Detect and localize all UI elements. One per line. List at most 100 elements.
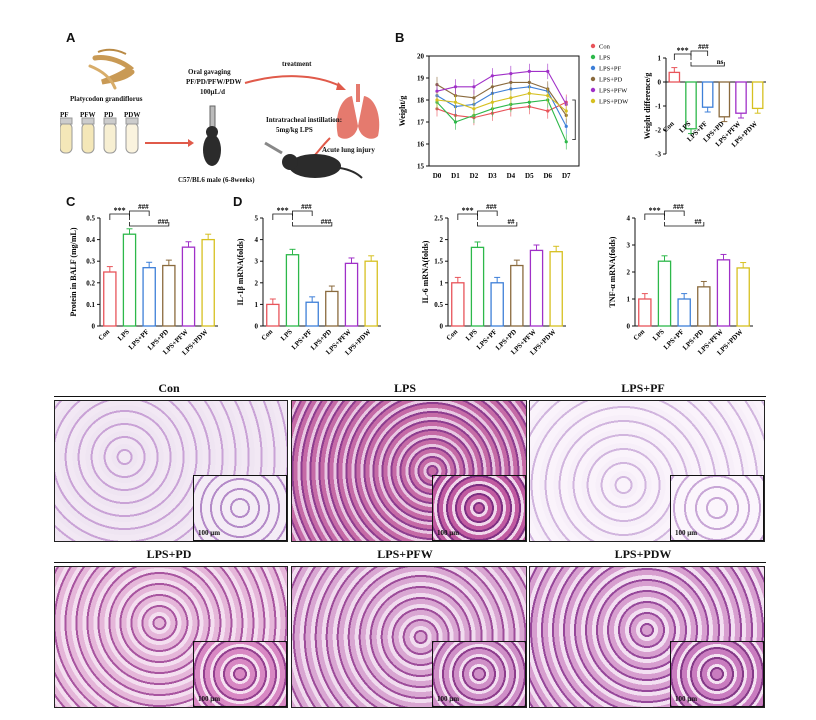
y-tick-label: -1 [655,103,661,111]
bar [266,303,280,327]
series-line [436,70,567,105]
histology-title-lps-pf: LPS+PF [621,381,665,395]
x-tick-label: Con [260,328,275,343]
x-tick-label: D1 [451,172,460,180]
significance-label: *** [462,206,474,215]
significance-label: ## [695,218,703,226]
instillation-title: Intratracheal instillation: [266,116,343,124]
data-point [453,120,458,124]
x-tick-label: LPS [116,328,131,343]
significance-label: ### [673,203,684,211]
gavage-title: Oral gavaging [188,68,231,76]
y-tick-label: 0 [92,323,96,331]
tube-label-pd: PD [104,111,114,119]
data-point [527,91,531,95]
chart-weight: 15 16 17 18 19 20 Weight/g D0 D1 D2 D3 D4 D5 D6 D7 Con L… [398,44,629,181]
significance-bracket [477,222,518,227]
bar [470,246,485,327]
tube-icons [59,117,139,154]
legend-label: LPS+PDW [599,99,629,106]
panel-label-c: C [66,194,76,209]
histology-inset-lps: 100 μm [432,475,526,541]
y-axis-label: Weight difference/g [643,73,652,140]
bar [510,264,524,327]
gavage-dose: 100μL/d [200,88,225,96]
y-tick-label: 18 [417,97,425,105]
bar [549,251,563,327]
data-point [509,72,513,76]
histology-title-lps-pdw: LPS+PDW [614,547,672,561]
significance-label: ### [301,203,312,211]
x-tick-label: D6 [543,172,552,180]
y-axis-label: IL-1β mRNA(folds) [236,238,245,305]
legend-label: Con [599,44,611,51]
bar [305,301,319,327]
bar [285,254,300,327]
panel-label-d: D [233,194,243,209]
y-tick-label: 4 [627,215,631,223]
significance-label: ### [321,218,332,226]
bar [657,260,672,327]
data-point [546,94,550,98]
lung-icon [336,84,380,139]
histology-image-lps-pfw: 100 μm [291,566,527,708]
legend-marker [590,87,596,93]
y-tick-label: 2 [627,269,631,277]
panel-label-a: A [66,30,76,45]
y-tick-label: 3 [627,242,631,250]
y-tick-label: 1.5 [434,258,443,266]
y-tick-label: 1 [255,301,259,309]
bar [122,233,137,327]
significance-bracket [292,210,313,216]
y-tick-label: 0 [627,323,631,331]
data-point [453,100,458,104]
data-point [564,124,568,128]
significance-label: *** [114,206,126,215]
significance-bracket [109,213,130,220]
bar [529,249,544,327]
injury-label: Acute lung injury [322,146,375,154]
bar [325,290,339,327]
data-point [527,100,531,104]
significance-bracket [272,213,293,220]
chart-il6: 00.511.522.5IL-6 mRNA(folds)Con LPSLPS+PF… [421,203,566,357]
y-tick-label: 0.5 [86,215,95,223]
significance-label: ### [486,203,497,211]
x-tick-label: D7 [562,172,571,180]
bar [364,260,378,327]
data-point [472,85,476,89]
significance-bracket [664,222,705,227]
data-point [472,107,476,111]
scale-bar-label: 100 μm [198,695,221,703]
x-tick-label: Con [97,328,112,343]
treatment-arrow-icon [244,75,341,87]
histology-image-lps-pdw: 100 μm [529,566,765,708]
significance-label: *** [649,206,661,215]
histology-image-con: 100 μm [54,400,288,542]
histology-image-lps: 100 μm [291,400,527,542]
significance-label: *** [277,206,289,215]
bar [716,259,731,327]
y-tick-label: 0.3 [86,258,95,266]
bar [181,246,196,327]
bar [736,267,750,327]
significance-bracket [664,210,685,216]
histology-image-lps-pd: 100 μm [54,566,288,708]
tube-label-pf: PF [60,111,69,119]
legend-marker [590,54,596,60]
data-point [509,96,513,100]
bar [677,298,691,327]
tube-label-pfw: PFW [80,111,96,119]
y-tick-label: 4 [255,236,259,244]
y-tick-label: 3 [255,258,259,266]
plant-root-icon [88,48,135,90]
bar [701,81,714,108]
data-point [472,96,476,100]
legend-label: LPS+PFW [599,88,628,95]
panel-label-b: B [395,30,405,45]
significance-bracket [129,210,150,216]
histology-title-lps-pfw: LPS+PFW [377,547,433,561]
significance-bracket [673,53,692,60]
